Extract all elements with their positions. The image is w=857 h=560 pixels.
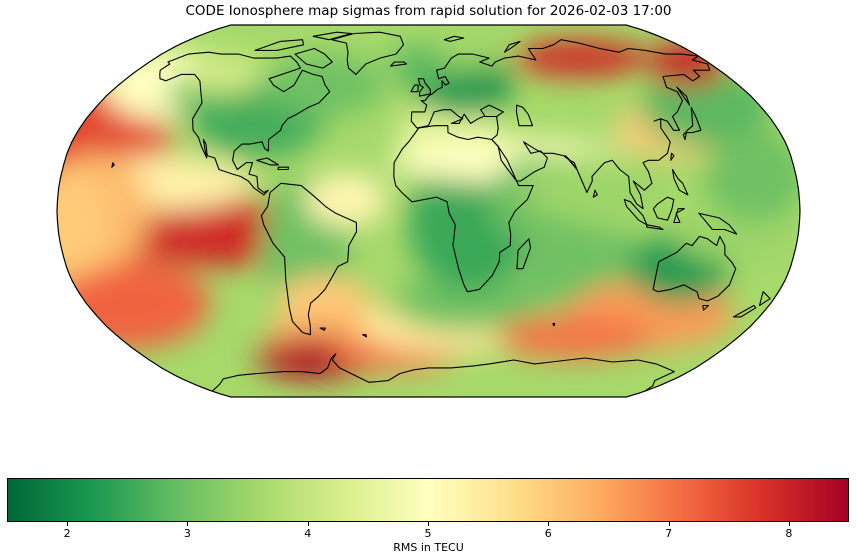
colorbar-tick-label: 7	[665, 527, 673, 540]
ionosphere-map	[56, 24, 801, 398]
coastline-antarctica	[211, 353, 675, 392]
coastline-great-britain	[417, 78, 431, 97]
coastline-new-guinea	[698, 212, 738, 235]
coastline-south-georgia	[361, 334, 368, 338]
coastline-cuba	[256, 157, 280, 166]
coastline-tasmania	[702, 304, 710, 311]
sigma-blob	[641, 68, 771, 147]
colorbar	[7, 478, 849, 522]
coastline-madagascar	[516, 238, 532, 270]
coastline-new-zealand-n	[758, 291, 771, 307]
colorbar-tick	[307, 522, 309, 526]
coastline-ellesmere	[312, 31, 353, 41]
sigma-blob	[511, 39, 649, 77]
colorbar-tick-label: 4	[304, 527, 312, 540]
coastline-arabian-sea-peninsula	[564, 155, 578, 171]
coastline-kerguelen	[552, 323, 556, 327]
sigma-blob	[181, 54, 264, 95]
coastline-baffin-island	[294, 47, 333, 69]
coastline-sulawesi	[673, 208, 685, 224]
colorbar-tick-label: 5	[424, 527, 432, 540]
coastline-new-zealand-s	[733, 304, 757, 318]
sigma-blob	[704, 130, 800, 223]
sigma-blob	[497, 314, 653, 360]
sigma-blob	[648, 41, 727, 87]
coastline-hispaniola	[277, 166, 289, 171]
coastline-falklands	[319, 327, 326, 331]
coastline-borneo	[652, 196, 675, 221]
coastline-ireland	[410, 84, 419, 93]
coastline-sri-lanka	[592, 189, 598, 198]
coastline-greenland	[331, 31, 405, 75]
coastline-africa	[393, 125, 534, 293]
coastline-japan	[682, 106, 702, 141]
colorbar-tick-label: 8	[785, 527, 793, 540]
coastline-svalbard	[443, 35, 465, 42]
colorbar-tick	[788, 522, 790, 526]
sigma-blob	[521, 153, 665, 223]
colorbar-label: RMS in TECU	[393, 541, 464, 554]
sigma-blob	[57, 164, 110, 281]
colorbar-tick	[668, 522, 670, 526]
colorbar-tick-label: 2	[63, 527, 71, 540]
coastline-south-america	[260, 182, 358, 336]
coastline-philippines	[671, 168, 689, 196]
sigma-blob	[390, 275, 543, 331]
coastline-black-sea	[480, 104, 504, 118]
sigma-blob	[304, 171, 388, 228]
coastline-arctic-islands	[254, 39, 305, 51]
map-boundary	[56, 24, 801, 398]
map-title: CODE Ionosphere map sigmas from rapid so…	[185, 3, 672, 19]
sigma-blob	[57, 257, 210, 350]
sigma-field	[57, 25, 800, 397]
coastline-sakhalin	[676, 86, 691, 106]
colorbar-tick	[187, 522, 189, 526]
colorbar-tick	[428, 522, 429, 526]
coastline-iceland	[389, 61, 408, 67]
coastline-java	[646, 224, 664, 231]
coastline-taiwan	[670, 152, 675, 161]
coastline-caspian-sea	[515, 104, 534, 127]
coastline-australia	[652, 235, 737, 302]
coastline-north-america	[159, 51, 331, 196]
coastline-hawaii	[111, 162, 115, 168]
coastline-novaya-zemlya	[504, 40, 521, 53]
colorbar-tick	[548, 522, 550, 526]
colorbar-tick-label: 6	[544, 527, 552, 540]
coastlines	[111, 31, 771, 392]
colorbar-tick-label: 3	[183, 527, 191, 540]
colorbar-tick	[67, 522, 69, 526]
